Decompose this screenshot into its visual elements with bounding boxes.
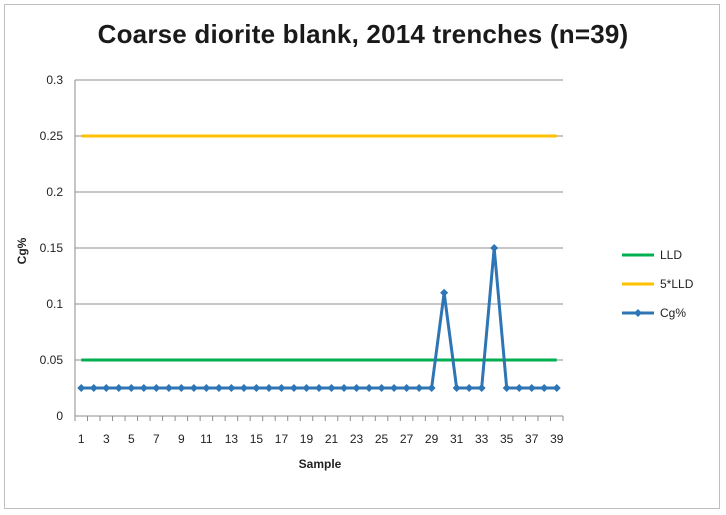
y-tick-labels: 0 0.05 0.1 0.15 0.2 0.25 0.3 (40, 73, 64, 423)
data-point-marker (139, 384, 148, 392)
x-tick-label: 11 (200, 432, 213, 446)
x-tick-label: 7 (153, 432, 160, 446)
y-tick-label: 0.1 (46, 297, 63, 311)
series-lines (81, 134, 557, 390)
series-markers (77, 244, 561, 392)
x-tick-label: 1 (78, 432, 85, 446)
chart-title: Coarse diorite blank, 2014 trenches (n=3… (97, 19, 629, 49)
data-point-marker (515, 384, 524, 392)
data-point-marker (527, 384, 536, 392)
data-point-marker (552, 384, 561, 392)
data-point-marker (289, 384, 298, 392)
data-point-marker (189, 384, 198, 392)
legend: LLD 5*LLD Cg% (622, 248, 694, 320)
y-tick-label: 0.2 (46, 185, 63, 199)
data-point-marker (277, 384, 286, 392)
x-tick-label: 39 (550, 432, 564, 446)
data-point-marker (127, 384, 136, 392)
data-point-marker (102, 384, 111, 392)
data-point-marker (402, 384, 411, 392)
data-point-marker (239, 384, 248, 392)
x-tick-label: 35 (500, 432, 514, 446)
data-point-marker (477, 384, 486, 392)
x-tick-label: 31 (450, 432, 464, 446)
x-tick-label: 15 (250, 432, 264, 446)
series-line-cg- (81, 246, 557, 390)
legend-marker (634, 309, 642, 317)
data-point-marker (540, 384, 549, 392)
data-point-marker (340, 384, 349, 392)
x-tick-label: 5 (128, 432, 135, 446)
data-point-marker (365, 384, 374, 392)
data-point-marker (152, 384, 161, 392)
x-tick-label: 21 (325, 432, 339, 446)
x-tick-labels: 1 3 5 7 9 11 13 15 17 19 21 23 25 27 29 31 33 35 37 39 (78, 432, 564, 446)
data-point-marker (352, 384, 361, 392)
x-tick-label: 33 (475, 432, 489, 446)
legend-label: Cg% (660, 306, 686, 320)
data-point-marker (315, 384, 323, 392)
data-point-marker (177, 384, 186, 392)
x-tick-label: 29 (425, 432, 439, 446)
x-tick-label: 25 (375, 432, 389, 446)
gridlines (74, 79, 564, 421)
y-tick-label: 0.3 (46, 73, 63, 87)
data-point-marker (252, 384, 261, 392)
data-point-marker (77, 384, 86, 392)
data-point-marker (490, 244, 499, 252)
data-point-marker (164, 384, 173, 392)
x-tick-label: 3 (103, 432, 110, 446)
data-point-marker (202, 384, 211, 392)
data-point-marker (227, 384, 236, 392)
x-tick-label: 23 (350, 432, 364, 446)
data-point-marker (377, 384, 386, 392)
data-point-marker (502, 384, 511, 392)
data-point-marker (415, 384, 424, 392)
x-tick-label: 27 (400, 432, 414, 446)
x-tick-label: 19 (300, 432, 314, 446)
y-axis-title: Cg% (15, 237, 29, 264)
data-point-marker (114, 384, 123, 392)
x-tick-label: 9 (178, 432, 185, 446)
y-tick-label: 0.25 (40, 129, 64, 143)
y-tick-label: 0.15 (40, 241, 64, 255)
data-point-marker (452, 384, 461, 392)
data-point-marker (264, 384, 273, 392)
data-point-marker (440, 288, 449, 297)
y-tick-label: 0 (56, 409, 63, 423)
x-tick-label: 37 (525, 432, 539, 446)
legend-label: LLD (660, 248, 682, 262)
data-point-marker (214, 384, 223, 392)
legend-label: 5*LLD (660, 277, 694, 291)
data-point-marker (327, 384, 336, 392)
data-point-marker (465, 384, 474, 392)
x-tick-label: 13 (225, 432, 239, 446)
data-point-marker (302, 384, 311, 392)
data-point-marker (427, 384, 436, 392)
x-axis-title: Sample (299, 457, 342, 471)
chart-frame: Coarse diorite blank, 2014 trenches (n=3… (4, 4, 720, 509)
x-tick-label: 17 (275, 432, 289, 446)
data-point-marker (89, 384, 98, 392)
data-point-marker (390, 384, 399, 392)
y-tick-label: 0.05 (40, 353, 64, 367)
